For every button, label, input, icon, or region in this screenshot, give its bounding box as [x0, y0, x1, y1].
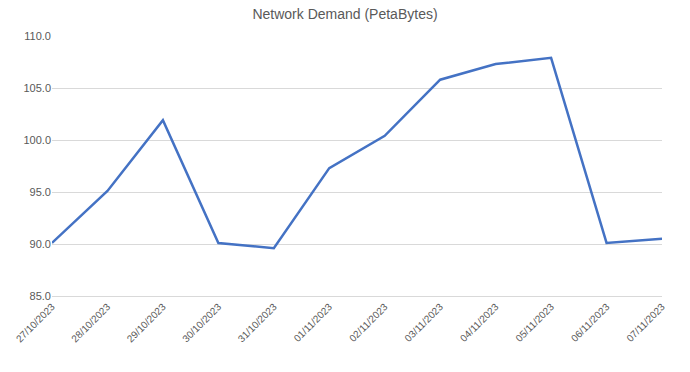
- svg-text:28/10/2023: 28/10/2023: [69, 301, 112, 344]
- svg-text:95.0: 95.0: [30, 186, 51, 198]
- svg-text:06/11/2023: 06/11/2023: [569, 301, 612, 344]
- svg-text:105.0: 105.0: [23, 82, 51, 94]
- svg-text:110.0: 110.0: [24, 30, 51, 42]
- svg-text:30/10/2023: 30/10/2023: [180, 301, 223, 344]
- svg-text:Network Demand (PetaBytes): Network Demand (PetaBytes): [252, 6, 437, 22]
- svg-text:27/10/2023: 27/10/2023: [14, 301, 57, 344]
- svg-text:02/11/2023: 02/11/2023: [347, 301, 390, 344]
- svg-text:04/11/2023: 04/11/2023: [458, 301, 501, 344]
- svg-text:03/11/2023: 03/11/2023: [402, 301, 445, 344]
- svg-text:90.0: 90.0: [30, 238, 51, 250]
- svg-text:07/11/2023: 07/11/2023: [624, 301, 667, 344]
- svg-text:05/11/2023: 05/11/2023: [513, 301, 556, 344]
- svg-text:31/10/2023: 31/10/2023: [236, 301, 279, 344]
- svg-text:29/10/2023: 29/10/2023: [125, 301, 168, 344]
- svg-text:01/11/2023: 01/11/2023: [292, 301, 335, 344]
- svg-text:100.0: 100.0: [23, 134, 51, 146]
- svg-text:85.0: 85.0: [30, 290, 51, 302]
